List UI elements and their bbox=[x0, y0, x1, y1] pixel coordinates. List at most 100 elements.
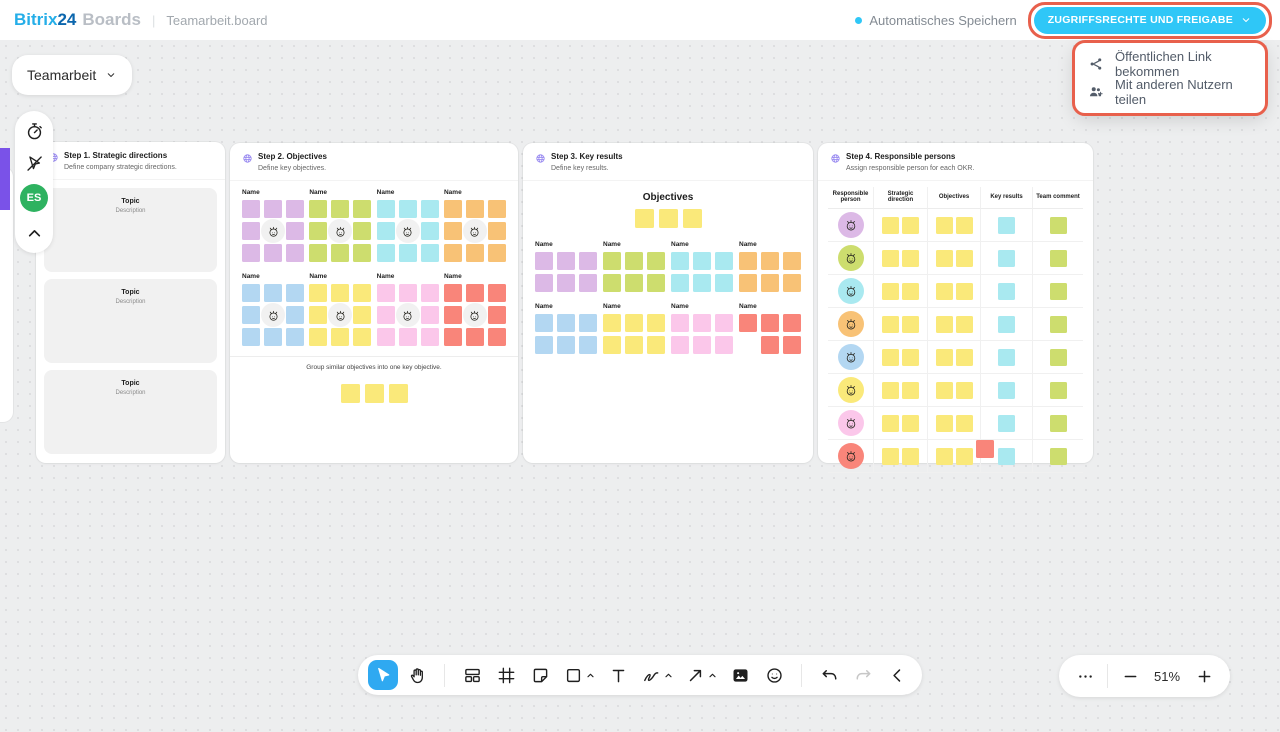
collapse-panel-button[interactable] bbox=[22, 222, 46, 244]
sticky-note[interactable] bbox=[364, 384, 384, 404]
sticky-note[interactable] bbox=[658, 209, 678, 229]
sticky-note[interactable] bbox=[309, 222, 328, 241]
sticky-note[interactable] bbox=[976, 440, 994, 458]
sticky-group[interactable]: Name bbox=[443, 189, 506, 263]
sticky-note[interactable] bbox=[647, 274, 665, 293]
app-logo[interactable]: Bitrix24 Boards bbox=[14, 10, 141, 30]
sticky-note[interactable] bbox=[443, 222, 462, 241]
sticky-note[interactable] bbox=[376, 222, 395, 241]
sticky-note[interactable] bbox=[465, 284, 484, 303]
sticky-note[interactable] bbox=[1049, 249, 1067, 267]
sticky-note[interactable] bbox=[353, 200, 372, 219]
sticky-note[interactable] bbox=[625, 314, 643, 333]
sticky-note[interactable] bbox=[998, 447, 1015, 465]
hide-cursors-button[interactable] bbox=[22, 152, 46, 174]
sticky-note[interactable] bbox=[264, 200, 282, 219]
sticky-note[interactable] bbox=[286, 222, 304, 241]
sticky-note[interactable] bbox=[242, 328, 260, 347]
sticky-note[interactable] bbox=[882, 447, 899, 465]
pan-tool[interactable] bbox=[402, 660, 432, 690]
sticky-note[interactable] bbox=[376, 328, 395, 347]
zoom-level[interactable]: 51% bbox=[1153, 668, 1181, 684]
sticky-group[interactable]: Name bbox=[535, 303, 597, 355]
person-doodle-avatar[interactable] bbox=[328, 219, 353, 244]
sticky-note[interactable] bbox=[1049, 348, 1067, 366]
sticky-note[interactable] bbox=[242, 306, 260, 325]
get-public-link-item[interactable]: Öffentlichen Link bekommen bbox=[1074, 49, 1266, 79]
sticky-note[interactable] bbox=[783, 314, 801, 333]
person-doodle-avatar[interactable] bbox=[395, 219, 420, 244]
sticky-note[interactable] bbox=[1049, 282, 1067, 300]
sticky-note[interactable] bbox=[882, 414, 899, 432]
sticky-note[interactable] bbox=[535, 252, 553, 271]
sticky-note[interactable] bbox=[309, 328, 328, 347]
undo-button[interactable] bbox=[814, 660, 844, 690]
sticky-note[interactable] bbox=[1049, 414, 1067, 432]
topic-card[interactable]: Topic Description bbox=[44, 279, 217, 364]
sticky-note[interactable] bbox=[557, 274, 575, 293]
sticky-note[interactable] bbox=[487, 244, 506, 263]
sticky-note[interactable] bbox=[625, 252, 643, 271]
sticky-note[interactable] bbox=[535, 314, 553, 333]
frame-step3-key-results[interactable]: Step 3. Key results Define key results. … bbox=[523, 143, 813, 463]
sticky-note[interactable] bbox=[398, 284, 417, 303]
sticky-note[interactable] bbox=[955, 315, 973, 333]
sticky-note[interactable] bbox=[671, 274, 689, 293]
topic-card[interactable]: Topic Description bbox=[44, 370, 217, 455]
arrow-tool[interactable] bbox=[681, 660, 721, 690]
sticky-note[interactable] bbox=[535, 274, 553, 293]
person-doodle-avatar[interactable] bbox=[261, 219, 285, 244]
person-doodle-avatar[interactable] bbox=[328, 303, 353, 328]
sticky-note[interactable] bbox=[955, 249, 973, 267]
sticky-note[interactable] bbox=[376, 284, 395, 303]
sticky-note[interactable] bbox=[1049, 447, 1067, 465]
pen-tool[interactable] bbox=[637, 660, 677, 690]
sticky-note[interactable] bbox=[376, 244, 395, 263]
topic-card[interactable]: Topic Description bbox=[44, 188, 217, 273]
purple-shape-fragment[interactable] bbox=[0, 148, 10, 210]
sticky-note[interactable] bbox=[579, 274, 597, 293]
sticky-note[interactable] bbox=[443, 306, 462, 325]
sticky-note[interactable] bbox=[309, 284, 328, 303]
sticky-note[interactable] bbox=[398, 244, 417, 263]
sticky-note[interactable] bbox=[603, 252, 621, 271]
sticky-group[interactable]: Name bbox=[242, 273, 304, 347]
sticky-note[interactable] bbox=[935, 249, 953, 267]
sticky-note[interactable] bbox=[398, 200, 417, 219]
board-selector[interactable]: Teamarbeit bbox=[12, 55, 133, 95]
sticky-group[interactable]: Name bbox=[739, 303, 801, 355]
sticky-note[interactable] bbox=[739, 274, 757, 293]
sticky-note[interactable] bbox=[902, 249, 919, 267]
select-tool[interactable] bbox=[368, 660, 398, 690]
sticky-note[interactable] bbox=[535, 336, 553, 355]
sticky-note[interactable] bbox=[715, 274, 733, 293]
sticker-tool[interactable] bbox=[525, 660, 555, 690]
sticky-note[interactable] bbox=[935, 414, 953, 432]
sticky-note[interactable] bbox=[935, 447, 953, 465]
shape-tool[interactable] bbox=[559, 660, 599, 690]
sticky-note[interactable] bbox=[998, 249, 1015, 267]
sticky-note[interactable] bbox=[487, 306, 506, 325]
sticky-note[interactable] bbox=[242, 222, 260, 241]
sticky-note[interactable] bbox=[882, 381, 899, 399]
sticky-note[interactable] bbox=[286, 200, 304, 219]
sticky-note[interactable] bbox=[264, 244, 282, 263]
sticky-note[interactable] bbox=[443, 244, 462, 263]
sticky-note[interactable] bbox=[487, 284, 506, 303]
person-doodle-avatar[interactable] bbox=[837, 311, 864, 338]
sticky-note[interactable] bbox=[955, 414, 973, 432]
sticky-note[interactable] bbox=[634, 209, 654, 229]
person-doodle-avatar[interactable] bbox=[837, 344, 864, 371]
sticky-note[interactable] bbox=[264, 328, 282, 347]
sticky-group[interactable]: Name bbox=[376, 189, 439, 263]
sticky-note[interactable] bbox=[902, 282, 919, 300]
sticky-note[interactable] bbox=[955, 216, 973, 234]
sticky-group[interactable]: Name bbox=[242, 189, 304, 263]
sticky-note[interactable] bbox=[331, 328, 350, 347]
sticky-note[interactable] bbox=[331, 200, 350, 219]
sticky-group[interactable]: Name bbox=[376, 273, 439, 347]
sticky-note[interactable] bbox=[603, 336, 621, 355]
sticky-note[interactable] bbox=[420, 306, 439, 325]
sticky-note[interactable] bbox=[647, 314, 665, 333]
sticky-note[interactable] bbox=[242, 244, 260, 263]
